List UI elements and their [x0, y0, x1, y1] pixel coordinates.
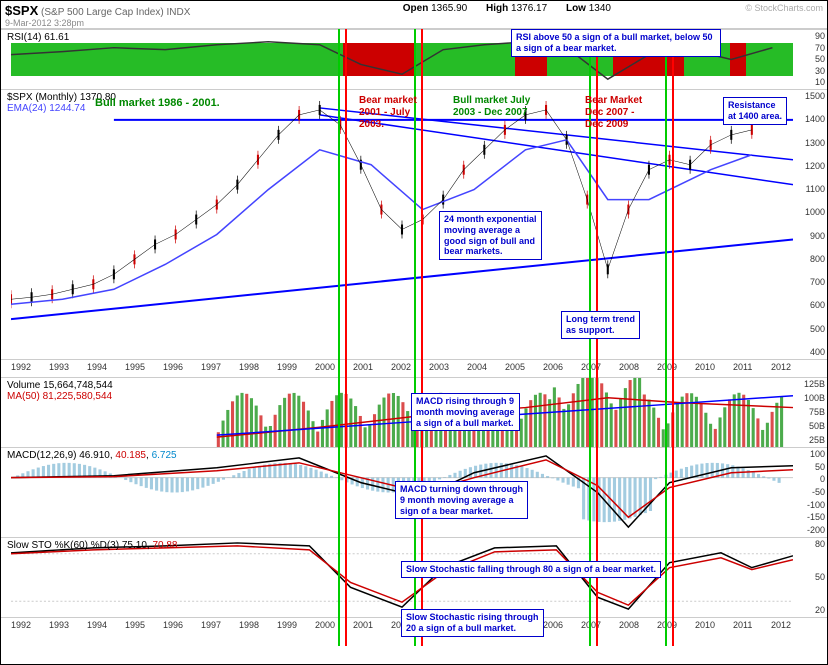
macd-dn-note: MACD turning down through 9 month moving…	[395, 481, 528, 519]
bear-0103: Bear market 2001 - July 2003.	[355, 93, 421, 133]
ohlc-bar: Open 1365.90 High 1376.17 Low 1340	[403, 3, 627, 14]
sto-up-note: Slow Stochastic rising through 20 a sign…	[401, 609, 544, 637]
volume-bars	[11, 378, 793, 447]
ticker-symbol: $SPX	[5, 3, 38, 18]
macd-up-note: MACD rising through 9 month moving avera…	[411, 393, 520, 431]
date-stamp: 9-Mar-2012 3:28pm	[5, 18, 823, 28]
sto-label: Slow STO %K(60) %D(3) 75.10, 70.88	[7, 540, 177, 551]
watermark: © StockCharts.com	[745, 3, 823, 13]
rsi-label: RSI(14) 61.61	[7, 32, 69, 43]
ema-note: 24 month exponential moving average a go…	[439, 211, 542, 260]
bear-0709: Bear Market Dec 2007 - Dec 2009	[581, 93, 646, 133]
bull-8601: Bull market 1986 - 2001.	[91, 95, 224, 112]
macd-label: MACD(12,26,9) 46.910, 40.185, 6.725	[7, 450, 177, 461]
ticker-description: (S&P 500 Large Cap Index) INDX	[41, 7, 190, 18]
rsi-annotation: RSI above 50 a sign of a bull market, be…	[511, 29, 721, 57]
trend-note: Long term trend as support.	[561, 311, 640, 339]
chart-header: $SPX (S&P 500 Large Cap Index) INDX 9-Ma…	[1, 1, 827, 29]
resistance-note: Resistance at 1400 area.	[723, 97, 787, 125]
vol-label: Volume 15,664,748,544 MA(50) 81,225,580,…	[7, 380, 113, 402]
sto-dn-note: Slow Stochastic falling through 80 a sig…	[401, 561, 661, 578]
bull-0307: Bull market July 2003 - Dec 2007	[449, 93, 534, 121]
